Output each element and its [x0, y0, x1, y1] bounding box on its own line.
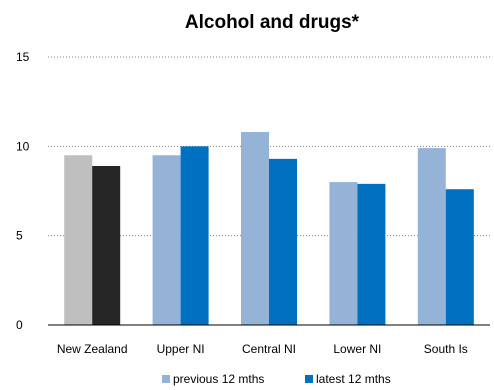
legend-label-1: latest 12 mths: [316, 372, 391, 386]
legend-swatch-1: [305, 375, 313, 383]
axes: 0 5 10 15 New Zealand Upper NI Central NI Lower…: [16, 50, 490, 356]
chart-title: Alcohol and drugs*: [185, 12, 360, 33]
x-tick-label-3: Lower NI: [333, 342, 381, 356]
legend-swatch-0: [162, 375, 170, 383]
bar-latest-2: [269, 158, 297, 325]
y-tick-label-5: 5: [16, 229, 23, 243]
legend-label-0: previous 12 mths: [173, 372, 264, 386]
y-tick-label-0: 0: [16, 318, 23, 332]
bars: [64, 132, 474, 325]
legend: previous 12 mths latest 12 mths: [162, 372, 391, 386]
bar-latest-1: [180, 146, 209, 325]
bar-latest-4: [445, 189, 474, 325]
y-tick-label-15: 15: [16, 50, 30, 64]
x-tick-label-2: Central NI: [242, 342, 296, 356]
x-tick-label-4: South Is: [424, 342, 468, 356]
bar-previous-0: [64, 155, 93, 325]
bar-previous-2: [241, 132, 269, 325]
bar-previous-3: [329, 182, 358, 325]
bar-previous-1: [152, 155, 181, 325]
bar-latest-3: [357, 183, 386, 325]
bar-previous-4: [417, 148, 446, 325]
x-tick-label-1: Upper NI: [157, 342, 205, 356]
y-tick-label-10: 10: [16, 139, 30, 153]
x-tick-label-0: New Zealand: [57, 342, 128, 356]
bar-latest-0: [92, 165, 121, 325]
